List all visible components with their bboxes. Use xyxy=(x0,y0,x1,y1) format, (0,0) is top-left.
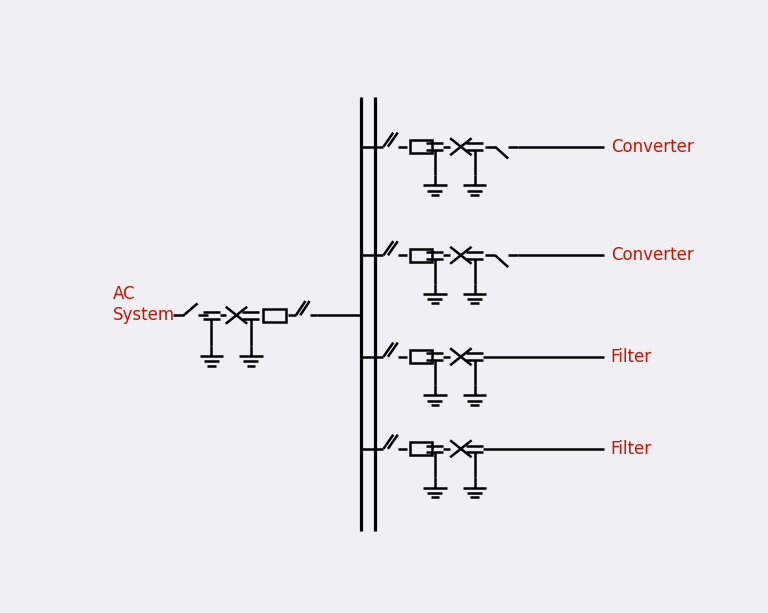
Text: Converter: Converter xyxy=(611,138,694,156)
Text: Filter: Filter xyxy=(611,440,652,458)
Text: Converter: Converter xyxy=(611,246,694,264)
Bar xyxy=(409,351,432,363)
Bar xyxy=(409,140,432,153)
Text: AC
System: AC System xyxy=(113,286,175,324)
Bar xyxy=(409,249,432,262)
Bar xyxy=(263,309,286,322)
Text: Filter: Filter xyxy=(611,348,652,366)
Bar xyxy=(409,443,432,455)
